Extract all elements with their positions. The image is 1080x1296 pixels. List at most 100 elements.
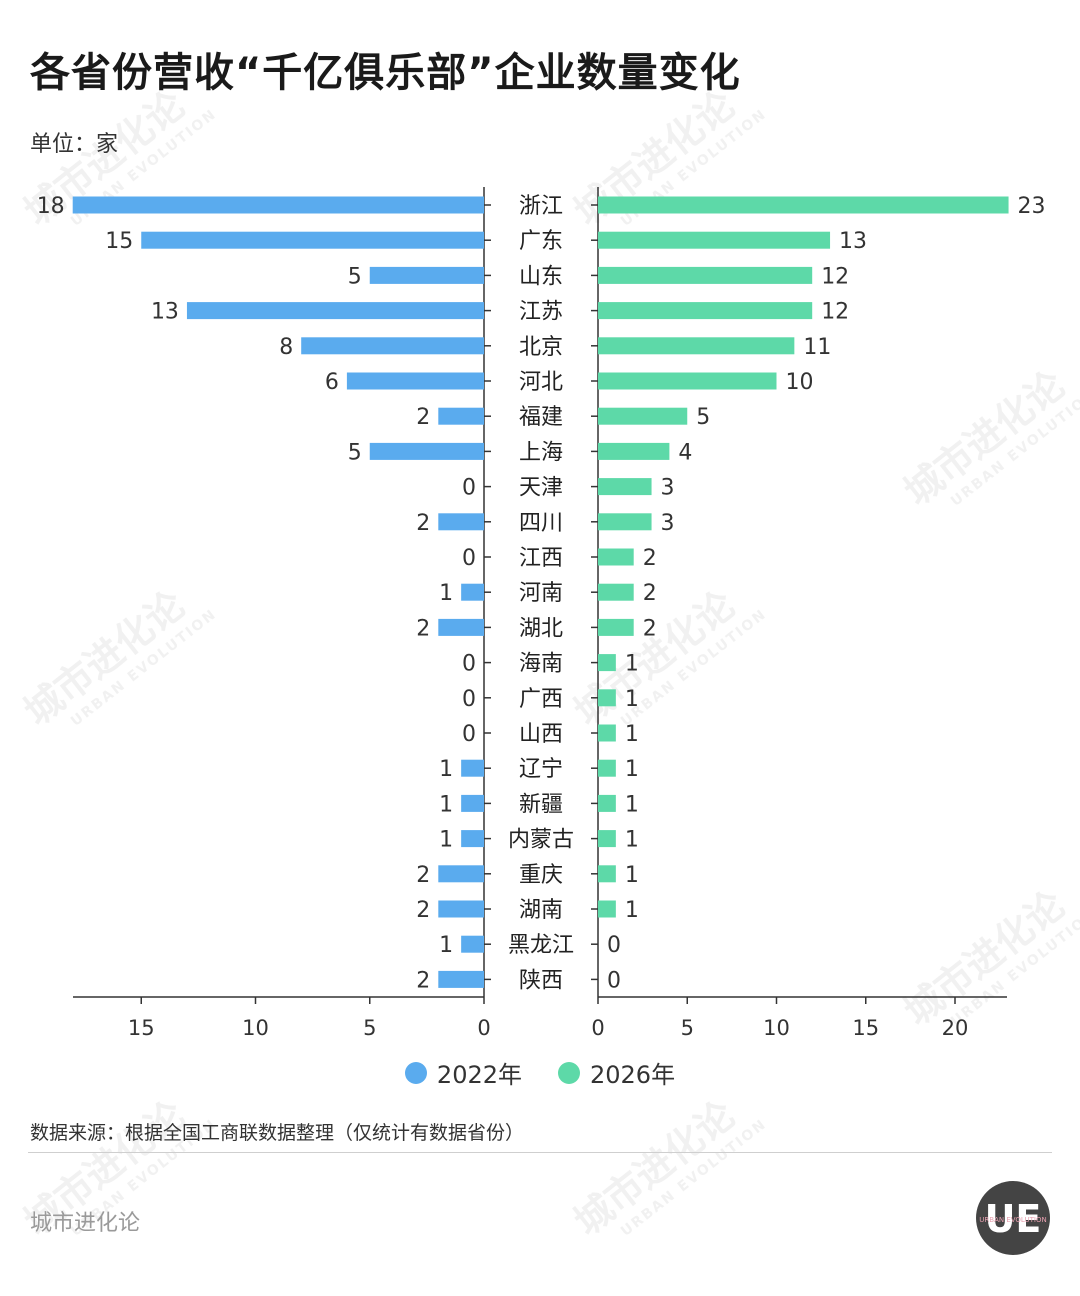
- legend-label-2026: 2026年: [590, 1061, 676, 1089]
- bar-2026: [598, 337, 795, 355]
- value-label-2022: 6: [325, 370, 339, 395]
- chart-legend: 2022年 2026年: [0, 1055, 1080, 1090]
- bar-2026: [598, 900, 616, 918]
- category-label: 浙江: [519, 194, 563, 219]
- value-label-2022: 1: [439, 792, 453, 817]
- value-label-2026: 5: [696, 405, 710, 430]
- brand-logo-icon: UE URBAN EVOLUTION: [976, 1181, 1050, 1255]
- value-label-2022: 2: [416, 511, 430, 536]
- value-label-2022: 2: [416, 616, 430, 641]
- left-axis-tick-label: 15: [128, 1016, 155, 1040]
- value-label-2022: 2: [416, 405, 430, 430]
- value-label-2022: 5: [348, 264, 362, 289]
- bar-2022: [461, 830, 484, 848]
- category-label: 广西: [519, 687, 563, 712]
- value-label-2026: 0: [607, 968, 621, 993]
- bar-2026: [598, 583, 634, 601]
- right-axis-tick-label: 5: [681, 1016, 694, 1040]
- value-label-2022: 0: [462, 687, 476, 712]
- bar-2026: [598, 759, 616, 777]
- value-label-2022: 0: [462, 652, 476, 677]
- value-label-2026: 12: [821, 300, 849, 325]
- bar-2026: [598, 548, 634, 566]
- value-label-2022: 1: [439, 757, 453, 782]
- value-label-2026: 4: [678, 440, 692, 465]
- value-label-2026: 11: [803, 335, 831, 360]
- bar-2026: [598, 689, 616, 707]
- bar-2022: [369, 266, 484, 284]
- bar-2026: [598, 266, 813, 284]
- category-label: 上海: [519, 440, 563, 465]
- value-label-2022: 1: [439, 933, 453, 958]
- bar-2026: [598, 794, 616, 812]
- category-label: 江苏: [519, 300, 563, 325]
- bar-2026: [598, 478, 652, 496]
- legend-label-2022: 2022年: [436, 1061, 522, 1089]
- brand-name: 城市进化论: [30, 1211, 141, 1236]
- bar-2026: [598, 442, 670, 460]
- right-axis-tick-label: 0: [591, 1016, 604, 1040]
- bar-2026: [598, 302, 813, 320]
- value-label-2026: 1: [625, 828, 639, 853]
- bar-2022: [438, 970, 484, 988]
- bar-2026: [598, 231, 831, 249]
- bar-2022: [438, 618, 484, 636]
- category-label: 陕西: [519, 968, 563, 993]
- value-label-2022: 1: [439, 828, 453, 853]
- bar-2026: [598, 513, 652, 531]
- value-label-2022: 5: [348, 440, 362, 465]
- value-label-2026: 1: [625, 757, 639, 782]
- legend-item-2026: 2026年: [558, 1055, 675, 1090]
- value-label-2022: 0: [462, 546, 476, 571]
- value-label-2026: 3: [661, 476, 675, 501]
- bar-2022: [72, 196, 484, 214]
- value-label-2026: 3: [661, 511, 675, 536]
- category-label: 新疆: [519, 792, 563, 817]
- value-label-2022: 13: [151, 300, 179, 325]
- category-label: 广东: [519, 229, 563, 254]
- value-label-2022: 2: [416, 968, 430, 993]
- value-label-2026: 2: [643, 616, 657, 641]
- value-label-2022: 8: [279, 335, 293, 360]
- bar-2026: [598, 724, 616, 742]
- bar-2022: [461, 583, 484, 601]
- category-label: 辽宁: [519, 757, 563, 782]
- bar-2026: [598, 407, 688, 425]
- right-axis-tick-label: 15: [852, 1016, 879, 1040]
- value-label-2026: 1: [625, 898, 639, 923]
- value-label-2026: 1: [625, 687, 639, 712]
- bar-2026: [598, 830, 616, 848]
- value-label-2022: 15: [105, 229, 133, 254]
- bar-2022: [461, 794, 484, 812]
- value-label-2022: 2: [416, 898, 430, 923]
- right-axis-tick-label: 20: [942, 1016, 969, 1040]
- logo-text: URBAN EVOLUTION: [979, 1216, 1046, 1224]
- value-label-2026: 2: [643, 546, 657, 571]
- category-label: 四川: [519, 511, 563, 536]
- legend-item-2022: 2022年: [404, 1055, 522, 1090]
- bar-2026: [598, 865, 616, 883]
- category-label: 山东: [519, 264, 563, 289]
- logo-mark: UE: [985, 1197, 1042, 1241]
- value-label-2026: 13: [839, 229, 867, 254]
- bar-2022: [141, 231, 484, 249]
- value-label-2026: 2: [643, 581, 657, 606]
- chart-title: 各省份营收“千亿俱乐部”企业数量变化: [30, 50, 741, 96]
- watermark: 城市进化论 URBAN EVOLUTION: [565, 1092, 771, 1245]
- category-label: 海南: [519, 652, 563, 677]
- value-label-2022: 0: [462, 722, 476, 747]
- category-label: 黑龙江: [508, 933, 574, 958]
- bar-2022: [438, 513, 484, 531]
- value-label-2022: 2: [416, 863, 430, 888]
- value-label-2026: 23: [1018, 194, 1046, 219]
- category-label: 北京: [519, 335, 563, 360]
- value-label-2026: 1: [625, 863, 639, 888]
- bar-2022: [438, 865, 484, 883]
- category-label: 湖南: [519, 898, 563, 923]
- category-label: 天津: [519, 476, 563, 501]
- bar-2026: [598, 372, 777, 390]
- left-axis-tick-label: 0: [477, 1016, 490, 1040]
- category-label: 福建: [519, 405, 563, 430]
- legend-swatch-2026: [558, 1061, 580, 1084]
- category-label: 河北: [519, 370, 563, 395]
